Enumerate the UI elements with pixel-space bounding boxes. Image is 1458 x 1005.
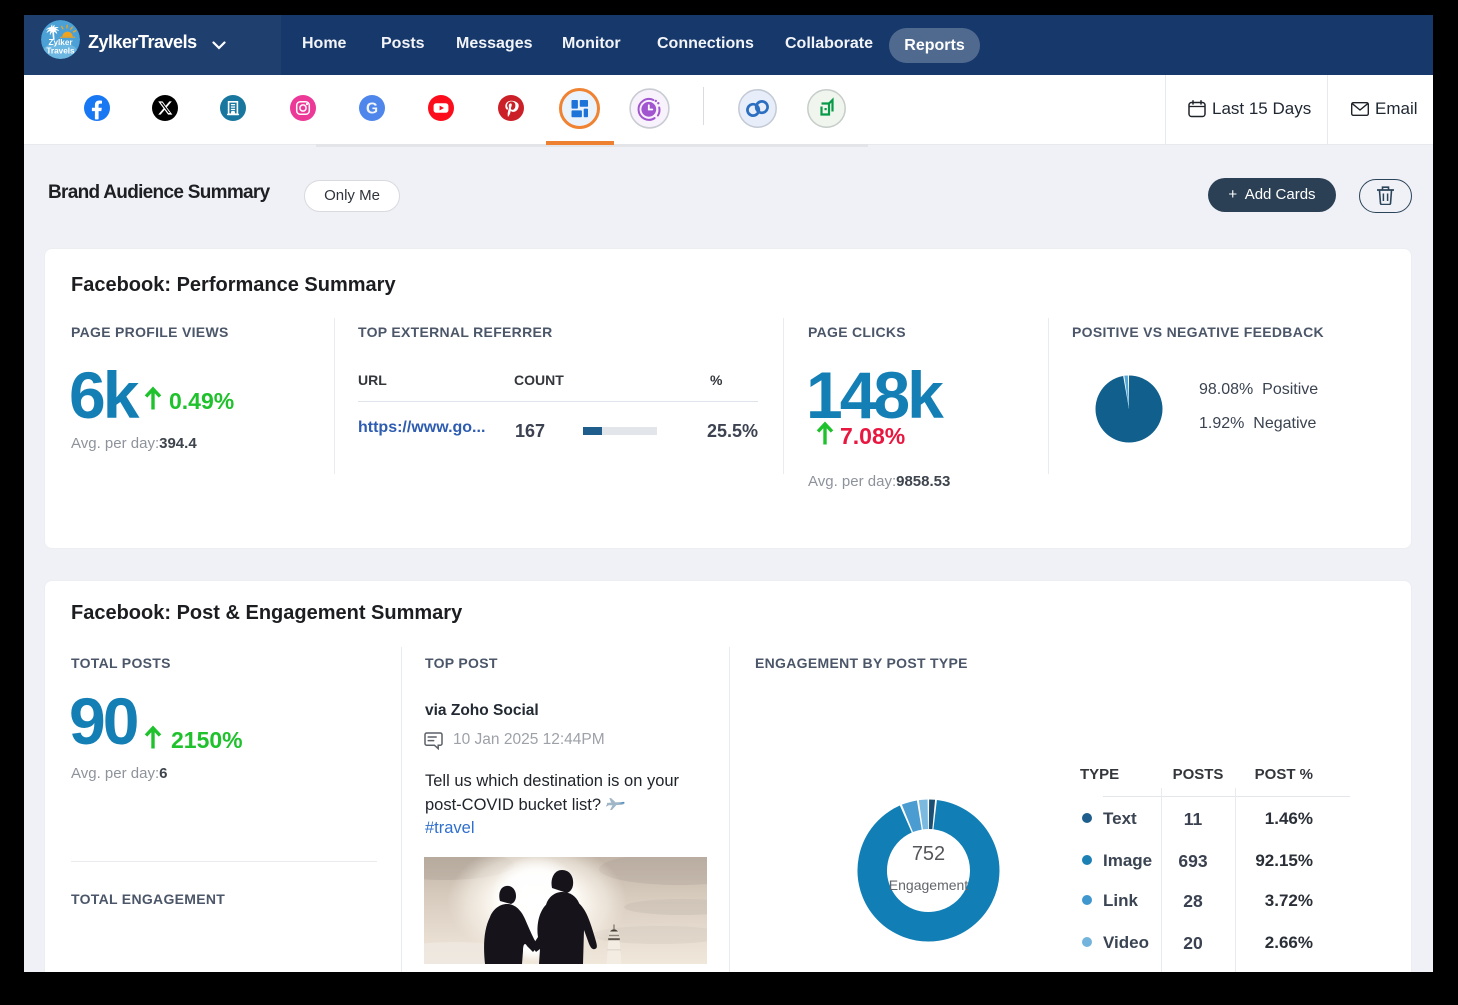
svg-text:Zylker: Zylker xyxy=(48,38,73,47)
svg-text:G: G xyxy=(366,100,378,117)
svg-text:Travels: Travels xyxy=(46,47,75,56)
